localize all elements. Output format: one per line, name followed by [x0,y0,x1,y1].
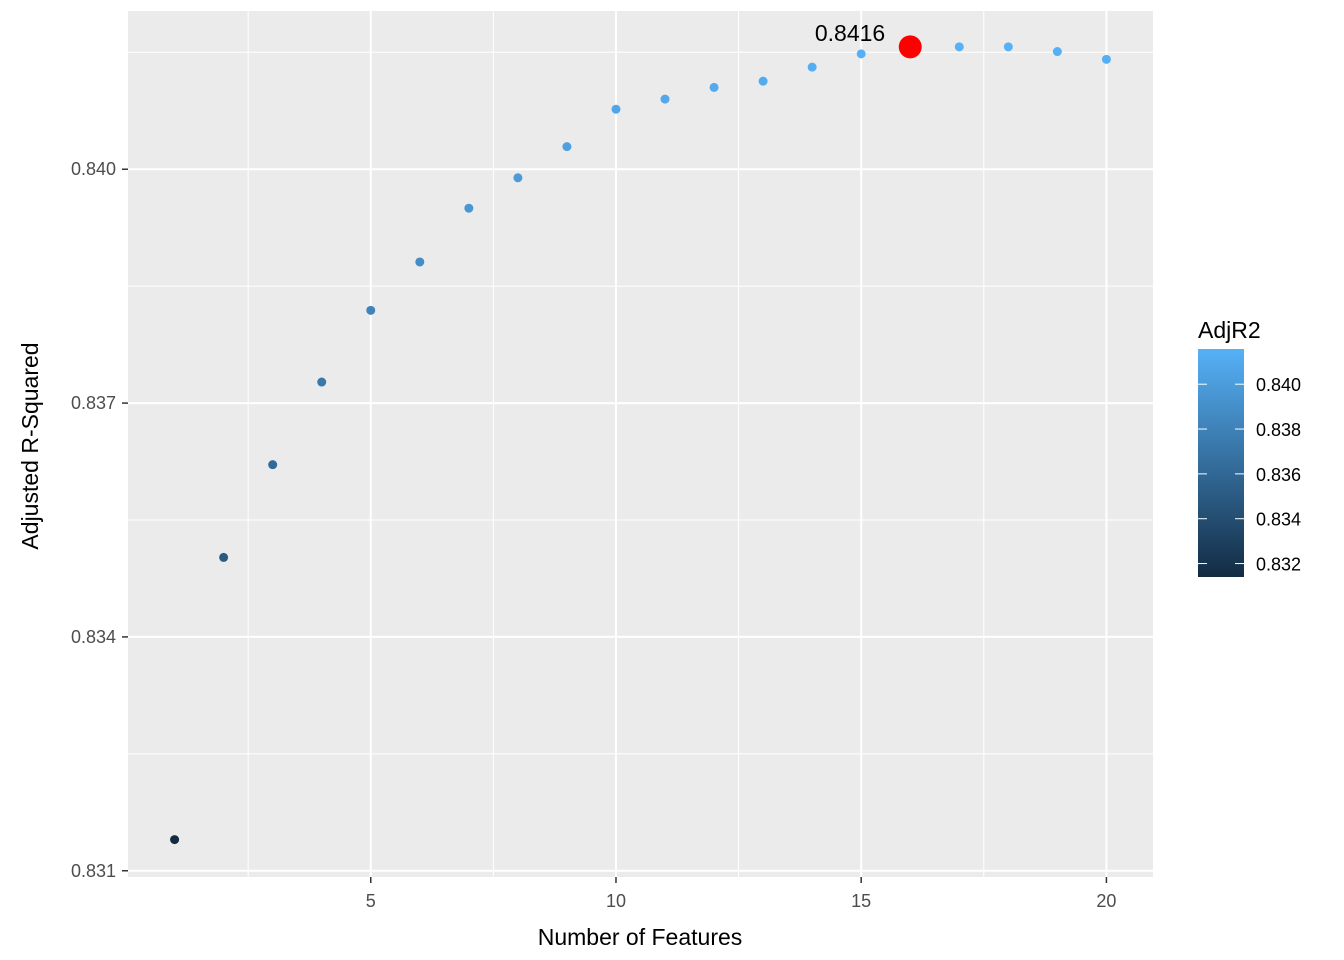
data-point [562,142,572,152]
data-point [415,257,425,267]
x-axis: 5 10 15 20 [366,877,1116,911]
data-point [660,94,670,104]
x-tick-label: 15 [851,891,871,911]
data-point [513,173,523,183]
data-point [317,377,327,387]
x-tick-label: 10 [606,891,626,911]
highlight-label: 0.8416 [815,20,885,46]
data-point [170,835,180,845]
data-point [1003,42,1013,52]
data-point [1101,54,1111,64]
legend-tick-label: 0.834 [1256,510,1301,530]
data-point [611,104,621,114]
legend-tick-label: 0.832 [1256,555,1301,575]
data-point [268,460,278,470]
x-tick-label: 5 [366,891,376,911]
y-axis-title: Adjusted R-Squared [17,342,43,549]
y-tick-label: 0.840 [71,159,116,179]
data-point [807,62,817,72]
y-tick-label: 0.837 [71,393,116,413]
x-axis-title: Number of Features [538,924,743,950]
legend-colorbar [1198,349,1244,577]
grid-major [128,11,1153,877]
legend-title: AdjR2 [1198,317,1261,343]
highlight-point [898,35,922,59]
legend-ticks: 0.840 0.838 0.836 0.834 0.832 [1198,375,1301,575]
data-point [219,552,229,562]
y-tick-label: 0.831 [71,861,116,881]
data-point [709,82,719,92]
y-tick-label: 0.834 [71,627,116,647]
plot-panel [128,11,1153,877]
y-axis: 0.831 0.834 0.837 0.840 [71,159,128,881]
legend-tick-label: 0.836 [1256,465,1301,485]
legend-tick-label: 0.838 [1256,420,1301,440]
legend-tick-label: 0.840 [1256,375,1301,395]
data-point [464,203,474,213]
data-point [856,49,866,59]
highlight: 0.8416 [815,20,922,59]
grid-minor [128,11,1153,877]
legend: AdjR2 0.840 0.838 0.836 0.834 0.832 [1198,317,1301,577]
x-tick-label: 20 [1096,891,1116,911]
data-point [758,76,768,86]
data-point [954,42,964,52]
data-point [366,305,376,315]
data-point [1052,47,1062,57]
